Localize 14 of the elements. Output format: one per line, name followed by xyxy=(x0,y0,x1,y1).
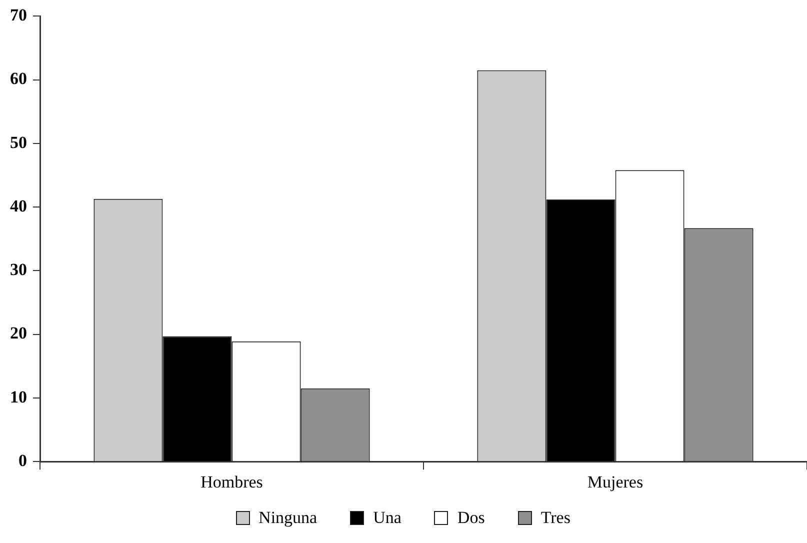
y-tick-label: 40 xyxy=(10,196,27,216)
y-tick-label: 60 xyxy=(10,69,27,88)
x-tick-label: Hombres xyxy=(200,472,263,492)
y-tick-label: 10 xyxy=(10,387,27,406)
legend-label: Ninguna xyxy=(258,508,318,528)
x-tick-label: Mujeres xyxy=(587,472,644,492)
y-tick-label: 20 xyxy=(10,324,27,343)
legend-label: Tres xyxy=(540,508,570,528)
y-tick-label: 70 xyxy=(10,6,27,25)
legend-label: Dos xyxy=(457,508,485,528)
y-tick-label: 0 xyxy=(18,450,27,470)
y-tick-label: 30 xyxy=(10,260,27,280)
y-tick-label: 50 xyxy=(10,132,27,152)
legend-label: Una xyxy=(373,508,402,528)
